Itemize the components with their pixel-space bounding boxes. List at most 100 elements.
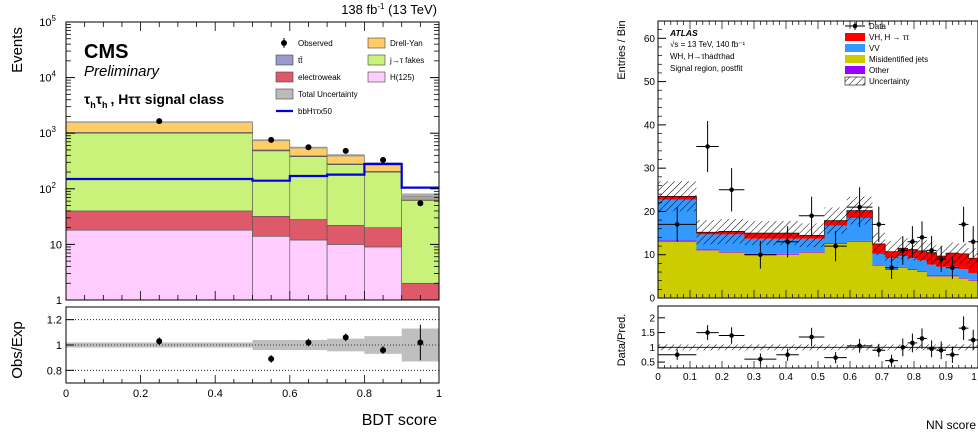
cms-y-tick-label-2: 102 (39, 181, 56, 196)
atlas-ratio-point-0 (675, 352, 680, 357)
cms-observed-point-0 (156, 118, 162, 124)
atlas-data-point-5 (809, 213, 814, 218)
atlas-stack-bar-vv-12 (917, 260, 927, 271)
cms-stack-bar-h125-4 (364, 247, 401, 300)
atlas-ratio-y-tick-label-2: 1.5 (641, 328, 655, 339)
atlas-data-point-4 (785, 239, 790, 244)
atlas-ratio-point-2 (729, 333, 734, 338)
cms-legend-label-7: bbHττx50 (298, 107, 332, 116)
cms-ratio-point-0 (156, 338, 162, 344)
atlas-legend-swatch-1 (845, 33, 865, 41)
atlas-ratio-y-tick-label-0: 0.5 (641, 358, 655, 369)
cms-legend-label-4: electroweak (298, 73, 342, 82)
cms-legend-label-1: Drell-Yan (390, 39, 423, 48)
atlas-data-point-2 (729, 187, 734, 192)
atlas-y-tick-label-4: 40 (644, 120, 656, 131)
atlas-ratio-point-10 (901, 345, 906, 350)
atlas-stack-group (658, 121, 978, 298)
cms-lumi: 138 fb-1 (13 TeV) (341, 2, 437, 17)
cms-stack-bar-jfakes-2 (290, 157, 327, 220)
cms-stack-bar-h125-1 (253, 236, 290, 300)
atlas-ratio-point-8 (877, 348, 882, 353)
cms-legend-label-0: Observed (298, 39, 333, 48)
atlas-data-point-10 (901, 248, 906, 253)
atlas-data-point-7 (857, 205, 862, 210)
cms-x-axis-label: BDT score (362, 412, 437, 429)
cms-total-uncertainty-3 (327, 154, 364, 156)
atlas-info-region: Signal region, postfit (670, 64, 743, 73)
cms-x-tick-label-4: 0.8 (357, 388, 372, 400)
atlas-y-tick-label-5: 50 (644, 77, 656, 88)
atlas-ratio-point-11 (910, 341, 915, 346)
atlas-x-tick-label-2: 0.2 (715, 372, 729, 383)
atlas-ratio-point-13 (929, 347, 934, 352)
atlas-ratio-point-7 (857, 344, 862, 349)
cms-legend-swatch-4 (276, 72, 293, 82)
cms-stack-bar-drellyan-3 (327, 155, 364, 164)
cms-stack-bar-electroweak-0 (66, 211, 253, 230)
atlas-ratio-point-5 (809, 335, 814, 340)
cms-x-tick-label-5: 1 (436, 388, 442, 400)
cms-x-tick-label-1: 0.2 (133, 388, 148, 400)
atlas-ratio-point-3 (758, 357, 763, 362)
atlas-stack-bar-other-1 (696, 250, 719, 251)
cms-stack-bar-jfakes-0 (66, 133, 253, 211)
cms-stack-bar-h125-2 (290, 240, 327, 300)
atlas-y-tick-label-6: 60 (644, 34, 656, 45)
cms-legend-swatch-3 (368, 55, 385, 65)
atlas-stack-bar-misidentifiedjets-12 (917, 272, 927, 298)
cms-y-tick-label-4: 104 (39, 70, 56, 85)
atlas-ratio-point-12 (920, 336, 925, 341)
atlas-x-tick-label-10: 1 (971, 372, 977, 383)
atlas-legend-swatch-uncertainty (845, 77, 865, 85)
atlas-legend-marker-data (853, 24, 858, 29)
atlas-stack-bar-other-5 (799, 252, 825, 253)
atlas-data-point-11 (910, 239, 915, 244)
atlas-ratio-point-16 (961, 326, 966, 331)
cms-x-tick-label-0: 0 (63, 388, 69, 400)
atlas-stack-bar-other-2 (719, 252, 745, 253)
atlas-legend-swatch-4 (845, 66, 865, 74)
atlas-stack-bar-other-7 (847, 241, 873, 242)
atlas-stack-bar-vv-13 (927, 265, 937, 276)
atlas-legend-swatch-2 (845, 44, 865, 52)
atlas-ratio-group (658, 316, 978, 366)
cms-ratio-y-tick-label-2: 1.2 (47, 315, 62, 327)
cms-ratio-point-3 (343, 334, 349, 340)
cms-stack-bar-jfakes-4 (364, 172, 401, 228)
atlas-stack-bar-other-13 (927, 275, 937, 276)
cms-stack-bar-electroweak-4 (364, 228, 401, 247)
cms-ratio-point-1 (268, 356, 274, 362)
atlas-stack-bar-misidentifiedjets-11 (908, 270, 918, 298)
atlas-stack-bar-misidentifiedjets-7 (847, 242, 873, 298)
atlas-legend-label-4: Other (869, 66, 889, 75)
atlas-stack-bar-other-12 (917, 271, 927, 272)
atlas-stack-bar-misidentifiedjets-10 (898, 268, 908, 298)
atlas-stack-bar-vv-16 (959, 269, 969, 278)
atlas-x-axis-label: NN score (926, 418, 976, 432)
atlas-stack-bar-misidentifiedjets-14 (936, 276, 946, 298)
atlas-data-point-17 (971, 239, 976, 244)
cms-legend-swatch-2 (276, 55, 293, 65)
atlas-legend-label-3: Misidentified jets (869, 55, 928, 64)
atlas-stack-bar-misidentifiedjets-5 (799, 253, 825, 298)
cms-legend-label-5: H(125) (390, 73, 415, 82)
cms-ratio-point-2 (305, 339, 311, 345)
cms-stack-bar-electroweak-3 (327, 225, 364, 244)
cms-observed-point-1 (268, 137, 274, 143)
atlas-data-point-12 (920, 235, 925, 240)
atlas-stack-bar-other-14 (936, 275, 946, 276)
atlas-x-tick-label-4: 0.4 (779, 372, 793, 383)
atlas-stack-bar-misidentifiedjets-4 (776, 255, 799, 298)
atlas-y-tick-label-1: 10 (644, 250, 656, 261)
atlas-stack-bar-other-8 (872, 265, 885, 266)
atlas-x-tick-label-5: 0.5 (811, 372, 825, 383)
cms-ratio-y-axis-label: Obs/Exp (9, 321, 26, 379)
atlas-x-tick-label-9: 0.9 (939, 372, 953, 383)
cms-legend-label-6: Total Uncertainty (298, 90, 358, 99)
atlas-data-point-3 (758, 252, 763, 257)
atlas-ratio-point-4 (785, 352, 790, 357)
cms-observed-point-3 (343, 148, 349, 154)
atlas-data-point-13 (929, 248, 934, 253)
